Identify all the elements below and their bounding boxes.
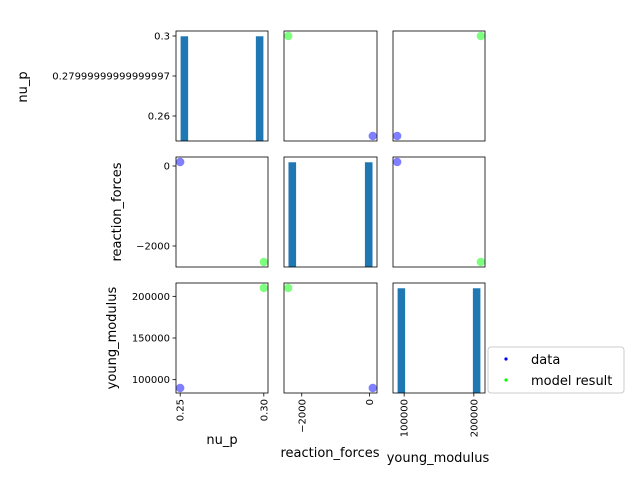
x-tick-label-nu-p-1: 0.30 [259, 399, 270, 421]
y-tick-label-young-modulus-2: 100000 [132, 375, 170, 386]
point-data-r1-c0 [176, 157, 185, 167]
cell-frame-r2-c1 [283, 282, 378, 394]
hist-bar-nu-p-0 [180, 36, 189, 141]
cell-frames [175, 30, 486, 394]
point-data-r2-c0 [176, 383, 185, 393]
x-tick-label-reaction-forces-1: 0 [365, 399, 376, 405]
cell-frame-r1-c1 [283, 156, 378, 268]
x-tick-label-nu-p-0: 0.25 [176, 399, 187, 421]
legend-frame [487, 346, 625, 394]
x-tick-label-young-modulus-0: 100000 [400, 399, 411, 437]
y-tick-label-reaction-forces-1: −2000 [136, 242, 170, 253]
point-data-r1-c2 [393, 157, 402, 167]
y-tick-label-young-modulus-0: 200000 [132, 292, 170, 303]
x-label-young-modulus: young_modulus [387, 451, 490, 466]
legend-marker-data [504, 357, 508, 361]
hist-bar-young-modulus-0 [397, 288, 406, 393]
hist-bar-reaction-forces-0 [288, 162, 297, 267]
point-model-result-r2-c0 [259, 283, 268, 293]
y-label-reaction-forces: reaction_forces [110, 162, 125, 261]
cell-frame-r2-c0 [175, 282, 269, 394]
cell-frame-r1-c2 [392, 156, 486, 268]
axis-ticks: 0.3 0.27999999999999997 0.26 0 −2000 200000 15… [52, 32, 480, 438]
y-tick-label-nu-p-2: 0.26 [148, 112, 170, 123]
point-model-result-r0-c1 [284, 31, 293, 41]
point-model-result-r1-c2 [476, 257, 485, 267]
cell-frame-r2-c2 [392, 282, 486, 394]
hist-bar-nu-p-1 [255, 36, 264, 141]
point-model-result-r2-c1 [284, 283, 293, 293]
x-tick-label-young-modulus-1: 200000 [469, 399, 480, 437]
hist-bar-reaction-forces-1 [364, 162, 373, 267]
x-label-reaction-forces: reaction_forces [280, 446, 379, 461]
x-tick-label-reaction-forces-0: −2000 [297, 399, 308, 433]
chart-marks [176, 31, 485, 393]
y-tick-label-young-modulus-1: 150000 [132, 334, 170, 345]
point-model-result-r1-c0 [259, 257, 268, 267]
point-data-r0-c1 [368, 131, 377, 141]
cell-frame-r0-c2 [392, 30, 486, 142]
y-label-young-modulus: young_modulus [105, 286, 120, 389]
y-label-nu-p: nu_p [16, 71, 31, 102]
hist-bar-young-modulus-1 [472, 288, 481, 393]
point-model-result-r0-c2 [476, 31, 485, 41]
cell-frame-r0-c1 [283, 30, 378, 142]
y-tick-label-reaction-forces-0: 0 [164, 162, 170, 173]
point-data-r0-c2 [393, 131, 402, 141]
point-data-r2-c1 [368, 383, 377, 393]
cell-frame-r0-c0 [175, 30, 269, 142]
legend-label-model-result: model result [531, 374, 612, 389]
cell-frame-r1-c0 [175, 156, 269, 268]
legend-label-data: data [531, 353, 560, 368]
axis-labels: nu_p reaction_forces young_modulus nu_p … [16, 71, 490, 466]
x-label-nu-p: nu_p [206, 433, 237, 448]
y-tick-label-nu-p-0: 0.3 [154, 32, 170, 43]
legend: data model result [487, 346, 625, 394]
legend-marker-model-result [504, 378, 508, 382]
y-tick-label-nu-p-1: 0.27999999999999997 [52, 72, 170, 83]
